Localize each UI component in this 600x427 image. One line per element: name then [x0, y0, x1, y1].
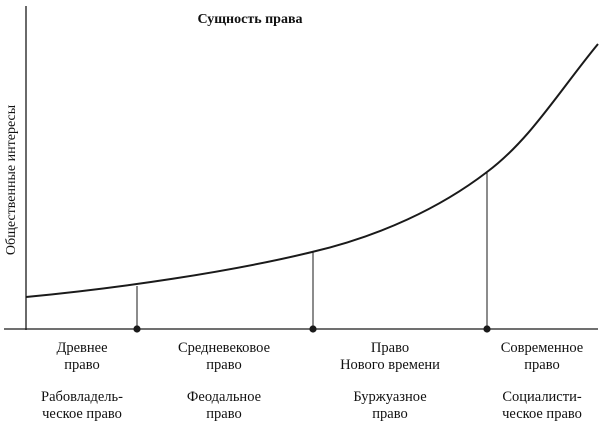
- era-period-line: право: [206, 357, 241, 373]
- era-marker-3: [483, 325, 491, 333]
- era-marker-1: [133, 325, 141, 333]
- era-medieval: Средневековое право Феодальное право: [178, 340, 270, 422]
- era-period-line: Древнее: [56, 340, 107, 356]
- era-period-line: Средневековое: [178, 340, 270, 356]
- era-ancient: Древнее право Рабовладель- ческое право: [41, 340, 123, 422]
- era-marker-2: [309, 325, 317, 333]
- era-type-line: Социалисти-: [502, 389, 582, 405]
- social-interests-curve: [25, 43, 599, 298]
- era-contemporary: Современное право Социалисти- ческое пра…: [501, 340, 583, 422]
- era-type-line: ческое право: [42, 406, 122, 422]
- era-type-line: Феодальное: [187, 389, 261, 405]
- era-period-line: право: [524, 357, 559, 373]
- y-axis-label: Общественные интересы: [4, 104, 19, 255]
- era-type-line: Рабовладель-: [41, 389, 123, 405]
- era-type-line: право: [206, 406, 241, 422]
- era-period-line: Право: [371, 340, 409, 356]
- era-modern-times: Право Нового времени Буржуазное право: [340, 340, 440, 422]
- era-type-line: право: [372, 406, 407, 422]
- era-period-line: право: [64, 357, 99, 373]
- era-period-line: Нового времени: [340, 357, 440, 373]
- era-type-line: ческое право: [502, 406, 582, 422]
- era-type-line: Буржуазное: [353, 389, 426, 405]
- diagram-title: Сущность права: [197, 12, 302, 27]
- era-period-line: Современное: [501, 340, 583, 356]
